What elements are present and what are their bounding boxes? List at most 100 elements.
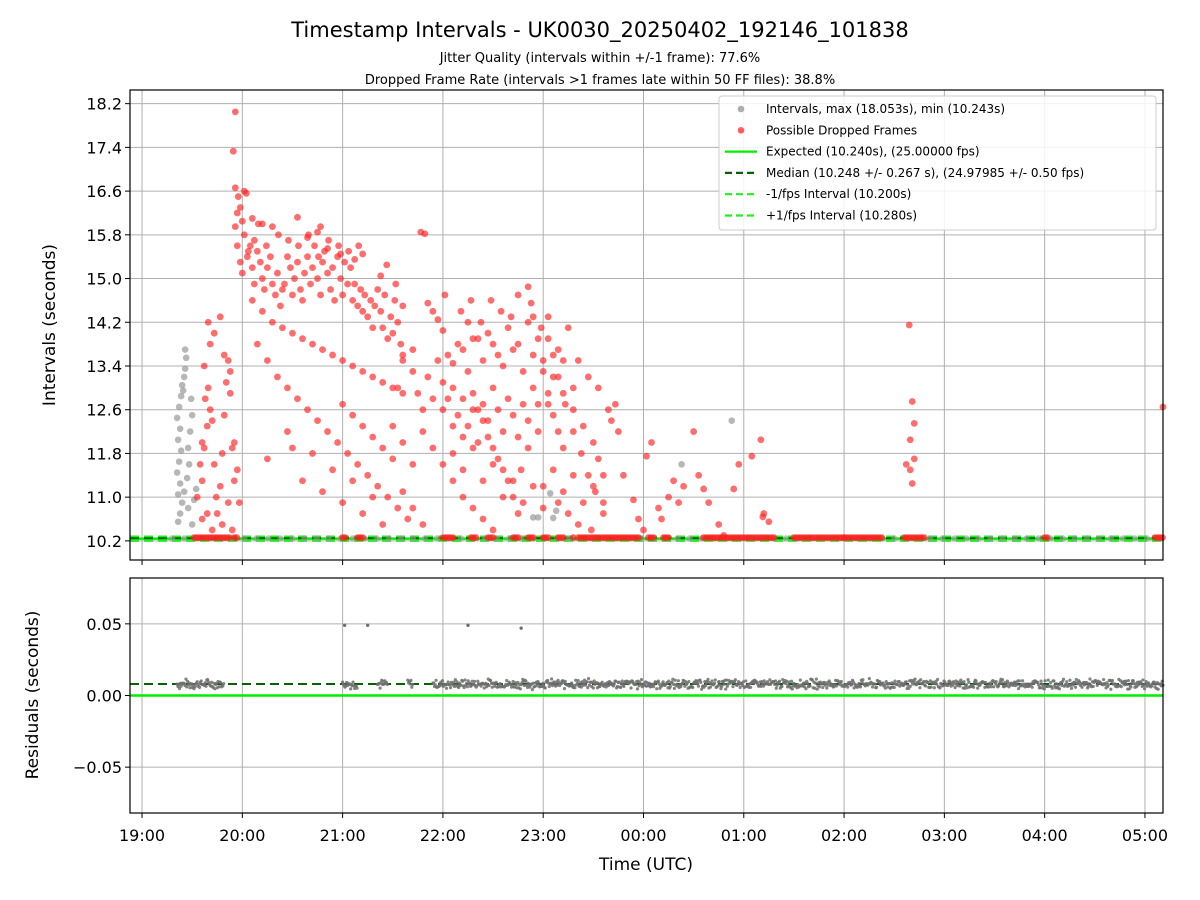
- residual-point: [537, 681, 541, 685]
- residual-point: [1016, 686, 1021, 691]
- dropped-frame-point: [469, 335, 477, 343]
- residual-point: [892, 685, 896, 690]
- dropped-frame-point: [315, 253, 322, 261]
- residual-point: [355, 686, 359, 690]
- residual-point: [614, 679, 618, 683]
- dropped-frame-point: [200, 444, 208, 452]
- residual-point: [912, 680, 916, 684]
- residual-point: [385, 682, 389, 686]
- dropped-frame-point: [314, 228, 321, 236]
- residual-point: [974, 679, 978, 683]
- residual-point: [656, 679, 660, 683]
- residual-point: [535, 684, 539, 688]
- residual-point: [575, 681, 579, 685]
- dropped-frame-point: [439, 460, 447, 468]
- residual-point: [1004, 684, 1009, 688]
- residual-point: [813, 681, 818, 685]
- dropped-frame-point: [236, 258, 244, 266]
- dropped-frame-point: [665, 493, 672, 501]
- dropped-frame-point: [594, 455, 602, 463]
- top-y-tick-label: 16.6: [86, 182, 122, 201]
- dropped-frame-point: [509, 411, 517, 419]
- interval-point: [174, 436, 182, 444]
- interval-point: [183, 474, 191, 482]
- residual-point: [716, 684, 720, 688]
- dropped-frame-point: [379, 444, 387, 452]
- residual-point: [462, 685, 466, 690]
- residual-point: [1088, 677, 1092, 681]
- residual-point: [906, 683, 910, 687]
- residual-point: [773, 682, 777, 687]
- interval-point: [1071, 535, 1078, 542]
- residual-point: [530, 688, 534, 692]
- dropped-frame-point: [230, 439, 238, 446]
- interval-point: [421, 535, 429, 542]
- residual-point: [639, 682, 643, 686]
- residual-point: [762, 679, 766, 683]
- residual-point: [513, 685, 517, 689]
- dropped-frame-point: [224, 499, 232, 507]
- dropped-frame-point: [351, 256, 359, 263]
- residual-point: [882, 683, 887, 687]
- dropped-frame-point: [289, 291, 296, 299]
- residual-point: [874, 685, 879, 689]
- dropped-frame-point: [489, 444, 497, 452]
- residual-point: [1060, 683, 1064, 688]
- residual-point: [217, 685, 221, 689]
- dropped-frame-point: [424, 373, 432, 381]
- residual-point: [691, 685, 695, 690]
- dropped-frame-point: [248, 215, 256, 222]
- residual-point: [724, 678, 729, 682]
- dropped-frame-point: [449, 477, 457, 485]
- residual-point: [1122, 683, 1127, 687]
- dropped-frame-point: [429, 395, 437, 403]
- dropped-frame-point: [369, 373, 377, 381]
- dropped-frame-point: [584, 471, 592, 479]
- dropped-frame-point: [449, 384, 457, 392]
- residual-point: [543, 686, 547, 690]
- dropped-frame-point: [479, 515, 487, 523]
- residual-point: [408, 682, 412, 686]
- residual-point: [994, 679, 998, 684]
- dropped-frame-point: [454, 411, 462, 419]
- dropped-frame-point: [329, 264, 336, 272]
- residual-point: [805, 682, 810, 686]
- residual-point: [1020, 679, 1025, 683]
- dropped-frame-point: [319, 346, 326, 353]
- dropped-frame-point: [297, 286, 304, 293]
- dropped-frame-point: [387, 313, 395, 321]
- top-y-tick-label: 18.2: [86, 95, 122, 114]
- dropped-frame-point: [263, 357, 271, 364]
- dropped-frame-point: [228, 526, 236, 534]
- residual-point: [550, 684, 555, 688]
- dropped-frame-point: [489, 384, 497, 392]
- residual-point: [1144, 680, 1148, 684]
- dropped-frame-point: [574, 357, 582, 364]
- residual-point: [473, 679, 477, 683]
- dropped-frame-point: [514, 433, 522, 441]
- residual-point: [586, 686, 590, 690]
- dropped-frame-point: [409, 368, 417, 375]
- dropped-frame-point: [497, 307, 505, 315]
- dropped-frame-point: [193, 493, 201, 501]
- dropped-frame-point: [630, 496, 637, 504]
- residual-point: [825, 686, 829, 690]
- dropped-frame-point: [439, 406, 447, 414]
- dropped-frame-point: [514, 340, 522, 348]
- dropped-frame-point: [213, 510, 221, 517]
- dropped-frame-point: [233, 466, 241, 474]
- dropped-frame-point: [469, 389, 477, 397]
- dropped-frame-point: [233, 242, 241, 250]
- dropped-frame-point: [230, 477, 238, 485]
- dropped-frame-point: [760, 510, 768, 517]
- interval-point: [180, 488, 188, 495]
- dropped-frame-point: [544, 534, 552, 541]
- dropped-frame-point: [379, 378, 387, 386]
- dropped-frame-point: [494, 351, 502, 359]
- residual-point: [524, 679, 528, 683]
- residual-point: [592, 679, 596, 683]
- dropped-frame-point: [529, 534, 537, 541]
- dropped-frame-point: [607, 417, 615, 425]
- dropped-frame-point: [208, 526, 216, 534]
